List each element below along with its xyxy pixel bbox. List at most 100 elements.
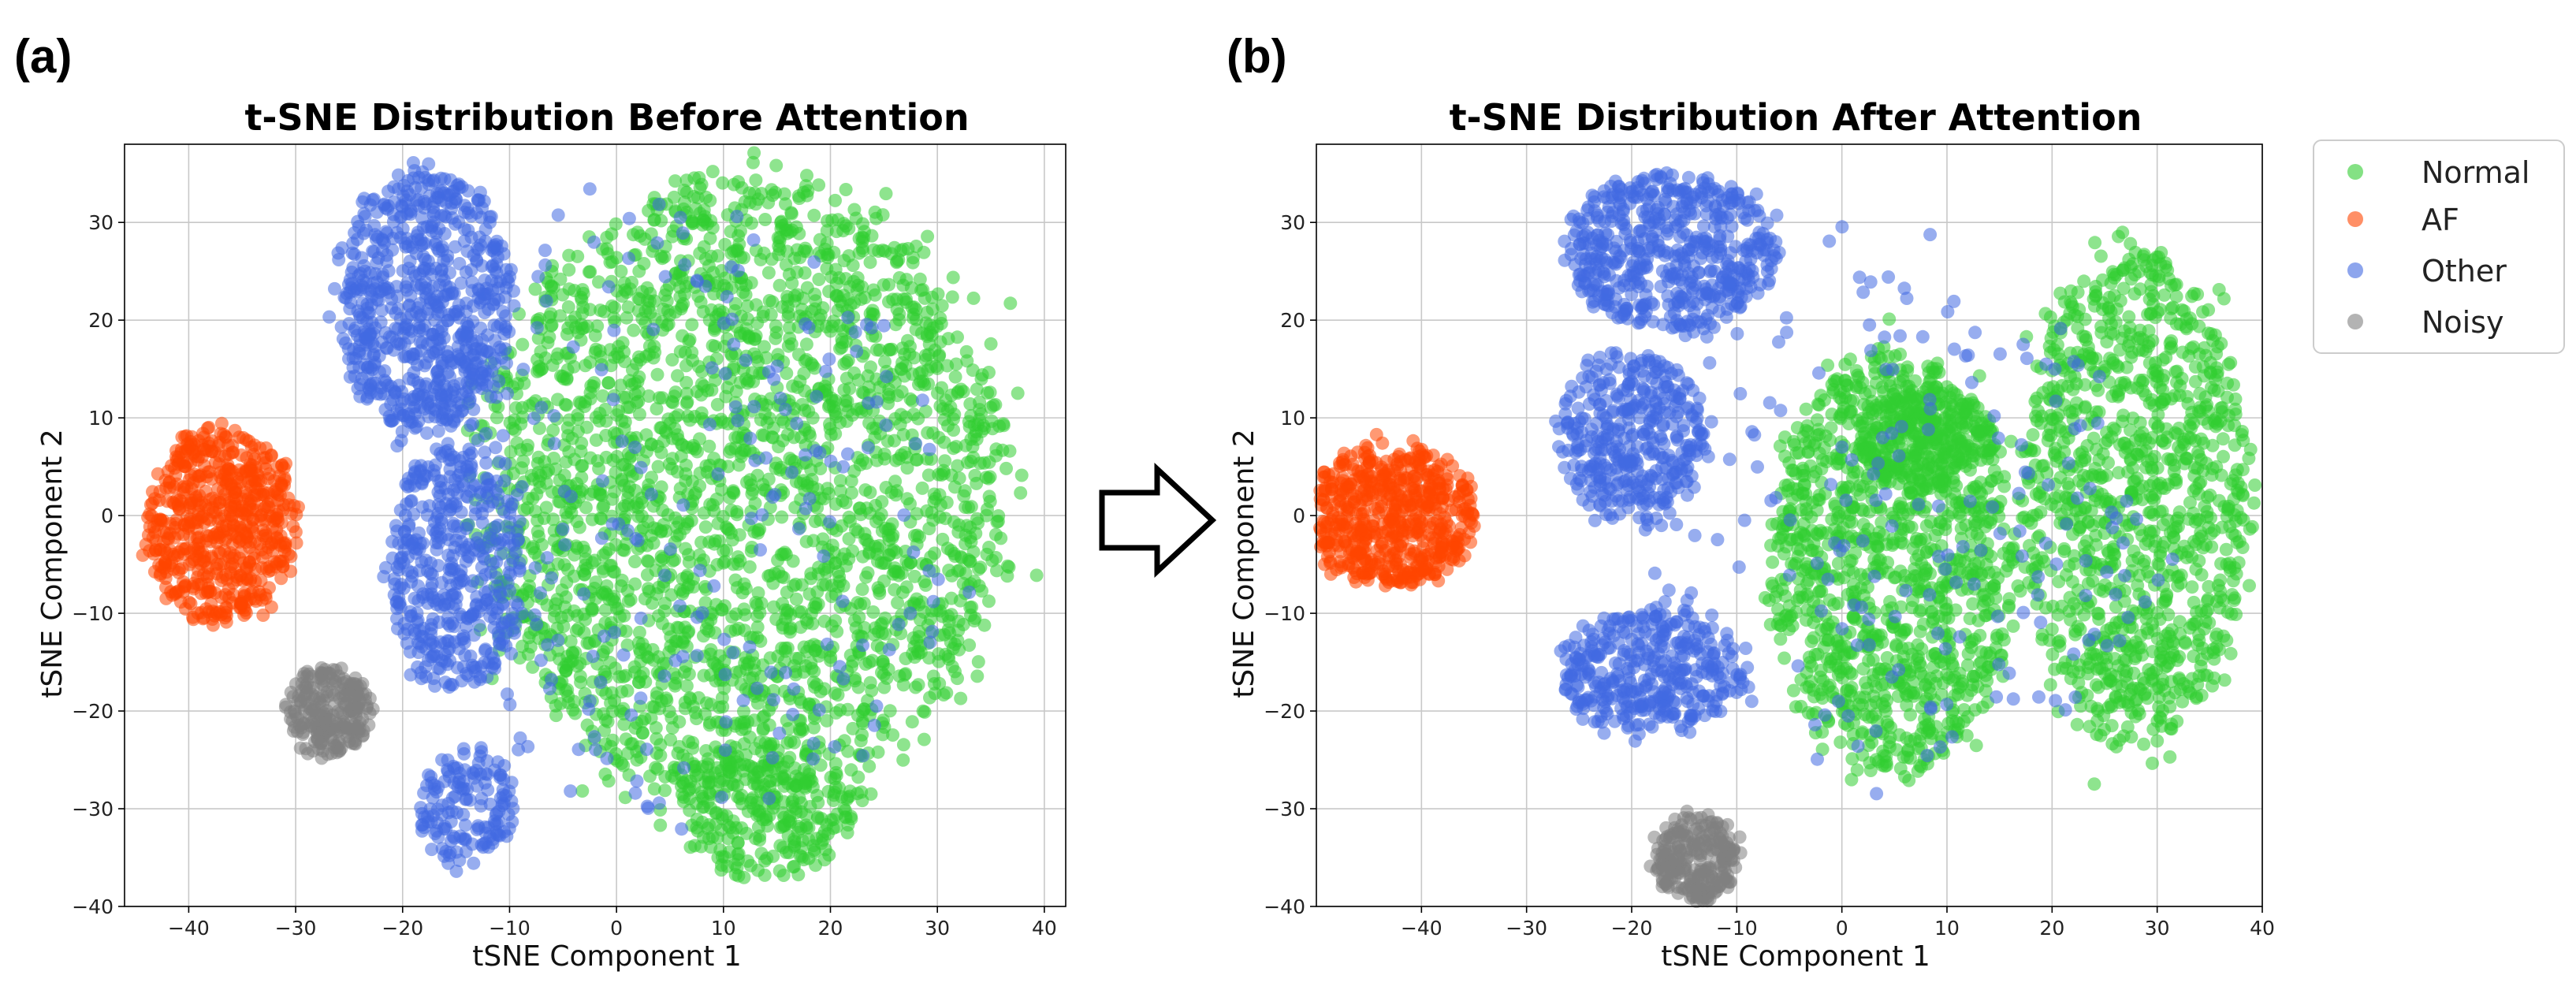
scatter-point-normal [680, 395, 694, 409]
scatter-point-normal [654, 214, 668, 228]
scatter-point-normal [545, 280, 559, 294]
scatter-point-normal [678, 620, 692, 635]
scatter-point-normal [811, 795, 825, 809]
scatter-point-normal [733, 224, 747, 238]
scatter-point-other [501, 275, 516, 289]
scatter-point-other [644, 487, 658, 501]
scatter-point-other [762, 791, 776, 806]
scatter-point-normal [557, 468, 571, 482]
scatter-point-normal [900, 461, 914, 475]
scatter-point-normal [787, 735, 802, 750]
scatter-point-normal [938, 512, 952, 526]
scatter-point-other [441, 611, 455, 624]
scatter-point-normal [795, 721, 809, 735]
scatter-point-normal [868, 288, 882, 302]
scatter-point-other [484, 565, 498, 579]
scatter-point-normal [903, 392, 918, 406]
scatter-point-normal [938, 454, 952, 468]
scatter-point-other [557, 485, 571, 498]
scatter-point-af [182, 595, 196, 609]
scatter-point-other [531, 270, 545, 284]
scatter-point-normal [859, 570, 873, 584]
scatter-point-normal [646, 642, 660, 657]
scatter-point-normal [906, 646, 920, 661]
scatter-point-other [556, 522, 570, 536]
scatter-point-other [879, 418, 893, 432]
scatter-point-other [634, 611, 648, 625]
scatter-point-normal [787, 579, 801, 593]
scatter-point-normal [748, 497, 762, 510]
scatter-point-other [442, 307, 456, 322]
scatter-point-normal [730, 581, 744, 595]
scatter-point-other [676, 649, 690, 664]
scatter-point-other [402, 299, 416, 313]
scatter-point-other [785, 465, 799, 479]
scatter-point-normal [906, 255, 920, 270]
scatter-point-other [479, 426, 493, 441]
scatter-point-normal [779, 258, 793, 272]
scatter-point-normal [637, 257, 651, 270]
scatter-point-normal [780, 641, 795, 655]
scatter-point-other [909, 437, 923, 451]
scatter-point-normal [531, 466, 545, 480]
scatter-point-normal [621, 485, 635, 499]
scatter-point-other [850, 344, 864, 359]
scatter-point-normal [1011, 386, 1025, 400]
scatter-point-other [339, 336, 352, 350]
scatter-point-other [817, 549, 831, 564]
scatter-point-normal [973, 560, 988, 575]
scatter-point-other [516, 363, 530, 377]
scatter-point-normal [665, 452, 679, 466]
scatter-point-normal [671, 369, 684, 383]
scatter-point-normal [634, 353, 647, 367]
scatter-point-normal [761, 819, 775, 833]
scatter-point-normal [858, 483, 873, 497]
scatter-point-other [676, 498, 691, 512]
scatter-point-normal [593, 407, 607, 420]
scatter-point-normal [988, 527, 1003, 542]
scatter-point-normal [846, 259, 860, 273]
scatter-point-normal [882, 533, 896, 547]
scatter-point-other [428, 237, 442, 251]
scatter-point-normal [989, 448, 1003, 463]
scatter-point-other [322, 310, 337, 324]
scatter-point-other [607, 323, 621, 337]
scatter-point-normal [699, 190, 713, 204]
scatter-point-normal [504, 445, 518, 459]
scatter-point-other [502, 325, 516, 339]
scatter-point-normal [944, 591, 959, 605]
scatter-point-other [385, 534, 400, 549]
scatter-point-other [922, 442, 936, 456]
scatter-point-other [547, 437, 561, 451]
scatter-point-normal [800, 188, 814, 203]
scatter-point-normal [839, 399, 853, 412]
scatter-point-normal [567, 359, 581, 374]
scatter-point-other [408, 421, 422, 435]
scatter-point-normal [899, 292, 913, 306]
scatter-point-other [365, 315, 379, 329]
scatter-point-other [412, 267, 426, 281]
scatter-point-other [534, 400, 549, 415]
scatter-point-other [444, 452, 458, 467]
scatter-point-normal [953, 564, 966, 578]
scatter-point-other [719, 715, 733, 729]
scatter-point-normal [888, 318, 903, 332]
scatter-point-other [332, 253, 346, 266]
scatter-point-normal [797, 244, 811, 258]
scatter-point-other [453, 829, 467, 843]
scatter-point-normal [711, 850, 725, 865]
scatter-point-normal [915, 481, 929, 495]
scatter-point-other [754, 543, 767, 557]
scatter-point-other [566, 340, 580, 354]
scatter-point-normal [813, 308, 828, 322]
scatter-point-normal [905, 715, 919, 729]
scatter-point-normal [549, 709, 563, 723]
scatter-point-normal [664, 733, 678, 747]
scatter-point-other [675, 822, 689, 836]
scatter-point-other [786, 708, 800, 721]
scatter-point-other [413, 464, 427, 478]
scatter-point-normal [803, 639, 817, 653]
scatter-point-normal [530, 352, 545, 367]
scatter-point-normal [799, 337, 813, 352]
